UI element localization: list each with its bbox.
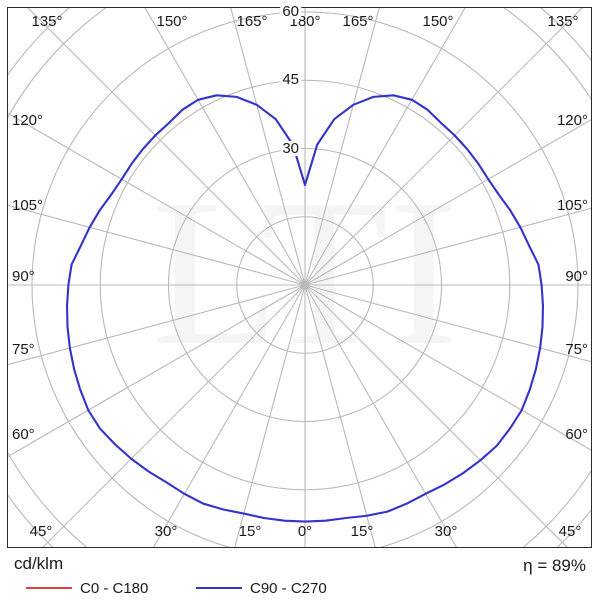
efficiency-label: η = 89% [523,556,586,575]
angle-label-left-2: 90° [12,268,35,285]
angle-label-top-2: 165° [236,13,268,30]
angle-label-bottom-6: 45° [558,523,582,540]
angle-label-left-1: 105° [12,197,44,214]
angle-label-bottom-5: 30° [434,523,458,540]
angle-label-top-4: 165° [342,13,374,30]
legend-label-c90-c270: C90 - C270 [250,580,327,597]
angle-label-right-4: 60° [565,426,588,443]
radial-tick-30: 30 [280,139,301,157]
angle-label-left-4: 60° [12,426,35,443]
angle-label-bottom-1: 30° [154,523,178,540]
legend-label-c0-c180: C0 - C180 [80,580,149,597]
legend: cd/klm η = 89% C0 - C180 C90 - C270 [0,548,600,600]
legend-swatch-c0-c180 [26,587,72,589]
unit-label: cd/klm [14,554,64,573]
angle-label-bottom-4: 15° [350,523,374,540]
angle-label-bottom-2: 15° [238,523,262,540]
angle-label-left-3: 75° [12,341,35,358]
angle-label-top-0: 135° [31,13,63,30]
angle-label-bottom-0: 45° [29,523,53,540]
angle-label-bottom-3: 0° [297,523,313,540]
angle-label-top-5: 150° [422,13,454,30]
angle-label-right-1: 105° [556,197,588,214]
angle-label-top-6: 135° [547,13,579,30]
angle-label-right-3: 75° [565,341,588,358]
angle-label-right-0: 120° [556,112,588,129]
plot-frame [7,7,592,548]
radial-tick-45: 45 [280,71,301,89]
radial-tick-60: 60 [280,3,301,20]
legend-swatch-c90-c270 [196,587,242,589]
angle-label-left-0: 120° [12,112,44,129]
angle-label-right-2: 90° [565,268,588,285]
angle-label-top-1: 150° [156,13,188,30]
